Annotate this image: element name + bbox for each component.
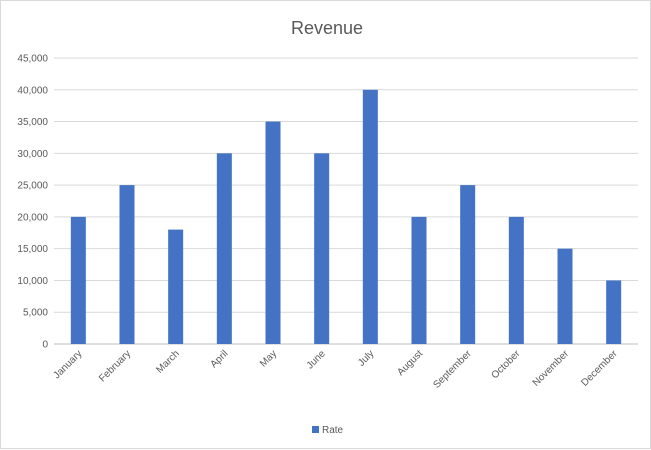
y-tick-label: 10,000 <box>17 276 48 287</box>
x-tick-label: May <box>258 348 279 369</box>
x-axis-ticks: January February March April May June July Augu… <box>52 348 621 391</box>
bar-january <box>70 216 86 344</box>
x-tick-label: June <box>305 348 328 371</box>
x-tick-label: January <box>52 348 85 381</box>
bar-june <box>314 153 330 344</box>
x-tick-label: February <box>97 348 133 384</box>
y-tick-label: 35,000 <box>17 117 48 128</box>
x-tick-label: September <box>431 348 474 391</box>
legend-label-rate: Rate <box>322 425 344 436</box>
y-tick-label: 0 <box>42 340 48 351</box>
x-tick-label: October <box>490 348 523 381</box>
bar-december <box>606 280 622 344</box>
x-tick-label: March <box>154 348 181 375</box>
bar-october <box>508 216 524 344</box>
bar-april <box>216 153 232 344</box>
y-tick-label: 45,000 <box>17 54 48 65</box>
bar-september <box>460 185 476 344</box>
y-axis-ticks: 0 5,000 10,000 15,000 20,000 25,000 30,000 35,0… <box>17 54 48 351</box>
y-tick-label: 40,000 <box>17 85 48 96</box>
x-tick-label: August <box>395 348 425 378</box>
bar-may <box>265 121 281 344</box>
gridlines <box>54 57 638 345</box>
x-tick-label: July <box>356 348 376 368</box>
bar-july <box>362 89 378 345</box>
x-tick-label: December <box>579 348 620 389</box>
x-tick-label: November <box>531 348 572 389</box>
y-tick-label: 20,000 <box>17 212 48 223</box>
chart-title: Revenue <box>291 18 363 38</box>
bar-march <box>168 229 184 344</box>
y-tick-label: 15,000 <box>17 244 48 255</box>
y-tick-label: 30,000 <box>17 149 48 160</box>
bar-november <box>557 248 573 344</box>
bar-february <box>119 185 135 344</box>
bar-august <box>411 216 427 344</box>
y-tick-label: 25,000 <box>17 181 48 192</box>
y-tick-label: 5,000 <box>23 308 48 319</box>
legend: Rate <box>312 425 344 436</box>
bars <box>70 89 622 345</box>
legend-swatch-rate <box>312 426 319 433</box>
x-tick-label: April <box>209 348 231 370</box>
